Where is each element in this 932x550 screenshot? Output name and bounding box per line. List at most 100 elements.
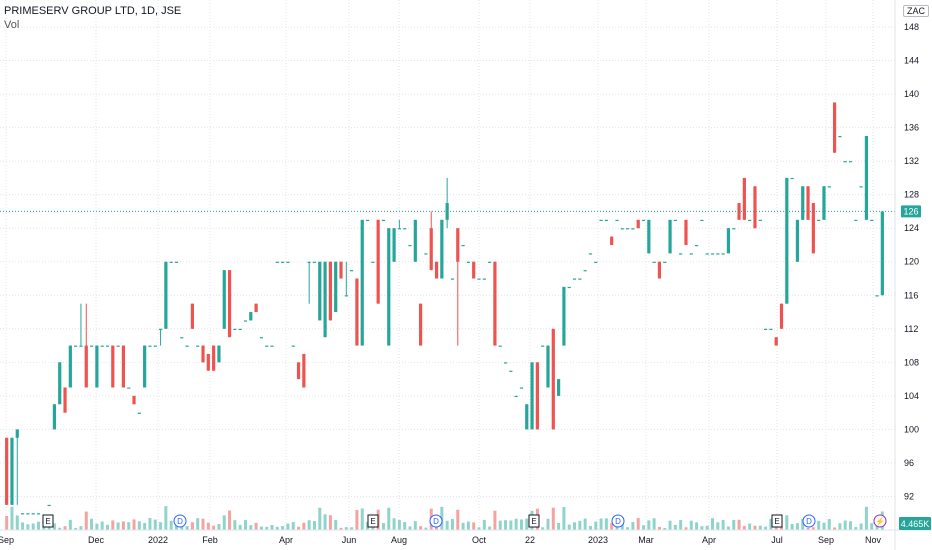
y-tick-label: 128 (904, 190, 919, 200)
candle (312, 261, 317, 263)
candle (864, 135, 869, 220)
x-tick-label: Apr (279, 535, 293, 545)
event-marker-dividend[interactable]: D (429, 514, 443, 528)
volume-bar (657, 526, 661, 530)
candle (758, 219, 762, 222)
x-tick-label: Dec (88, 535, 105, 545)
volume-bar (795, 523, 799, 530)
event-marker-split[interactable]: ⚡ (873, 514, 887, 528)
volume-bar (159, 522, 163, 530)
volume-bar (286, 523, 290, 530)
candle (461, 244, 465, 247)
candle (657, 261, 662, 279)
volume-bar (90, 518, 94, 530)
candle (26, 513, 30, 515)
volume-bar (403, 522, 407, 530)
grid (0, 0, 895, 530)
event-marker-earnings[interactable]: E (367, 514, 379, 528)
candle (822, 186, 826, 220)
volume-bar (58, 527, 62, 530)
volume-bar (116, 522, 120, 530)
volume-bar (450, 518, 454, 530)
candle (583, 270, 587, 272)
candle (466, 261, 470, 263)
volume-bar (307, 520, 311, 530)
candle (196, 345, 200, 347)
candle (620, 228, 624, 230)
volume-bar (190, 522, 194, 530)
volume-bar (764, 526, 768, 530)
volume-bar (42, 526, 46, 530)
candle (450, 278, 455, 280)
candle (111, 345, 115, 388)
candle (105, 345, 110, 347)
volume-bar (206, 522, 210, 530)
volume-bar (52, 523, 56, 530)
event-label: E (45, 517, 50, 526)
candle (254, 303, 258, 313)
candle (318, 261, 322, 321)
candle (578, 278, 582, 280)
candle (753, 186, 757, 229)
currency-label[interactable]: ZAC (903, 5, 929, 17)
candle (132, 395, 136, 405)
volume-bar (328, 515, 332, 530)
candle (875, 295, 879, 297)
volume-bar (705, 525, 709, 530)
volume-bar (811, 527, 815, 530)
event-marker-earnings[interactable]: E (42, 514, 54, 528)
candle (827, 186, 831, 188)
candle (434, 261, 439, 279)
candle (233, 328, 237, 330)
volume-bar (551, 507, 555, 530)
candle (625, 228, 630, 230)
y-tick-label: 116 (904, 290, 918, 300)
candle (164, 261, 168, 329)
candle (127, 387, 131, 389)
volume-bar (26, 524, 30, 530)
candle (52, 404, 57, 430)
event-marker-earnings[interactable]: E (771, 514, 783, 528)
candle (302, 353, 306, 388)
candle (440, 219, 444, 279)
volume-bar (769, 518, 773, 530)
volume-bar (780, 526, 784, 530)
candle (567, 286, 571, 289)
last-price-badge: 126 (901, 205, 921, 218)
event-marker-earnings[interactable]: E (528, 514, 540, 528)
last-price-label: 126 (903, 206, 918, 216)
volume-bar (344, 527, 348, 530)
volume-bar (238, 524, 242, 530)
candle (63, 387, 67, 413)
volume-bar (742, 526, 746, 530)
time-axis[interactable]: Sep Dec 2022 Feb Apr Jun Aug Oct 22 2023 Mar Apr Jul… (0, 529, 932, 545)
candle (498, 345, 502, 347)
volume-bar (849, 521, 853, 530)
event-marker-dividend[interactable]: D (611, 514, 625, 528)
volume-bar (716, 522, 720, 530)
candle (817, 219, 821, 222)
candle (212, 345, 216, 371)
volume-bar (827, 519, 831, 530)
volume-bar (281, 526, 285, 530)
candle (689, 253, 693, 255)
candle (350, 270, 354, 272)
candle (535, 362, 539, 430)
candle (291, 345, 295, 347)
candle (10, 437, 14, 505)
event-marker-dividend[interactable]: D (802, 514, 816, 528)
event-marker-dividend[interactable]: D (173, 514, 187, 528)
price-axis[interactable]: 92 96 100 104 108 112 116 120 124 128 132 136 140 144… (894, 0, 919, 550)
volume-bar (445, 520, 449, 530)
volume-bar (68, 519, 72, 530)
candle (270, 345, 274, 347)
volume-bar (854, 527, 858, 530)
candle (429, 211, 433, 271)
candle (286, 261, 290, 263)
volume-bar (578, 520, 582, 530)
candle (832, 102, 837, 153)
volume-bar (10, 506, 14, 530)
volume-bar (79, 526, 83, 530)
event-label: E (531, 517, 536, 526)
